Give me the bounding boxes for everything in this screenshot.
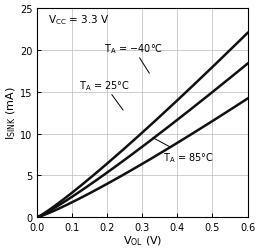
- Y-axis label: I$_\mathrm{SINK}$ (mA): I$_\mathrm{SINK}$ (mA): [5, 86, 18, 140]
- Text: T$_\mathrm{A}$ = −40°C: T$_\mathrm{A}$ = −40°C: [104, 42, 163, 74]
- Text: T$_\mathrm{A}$ = 85°C: T$_\mathrm{A}$ = 85°C: [153, 138, 214, 164]
- X-axis label: V$_\mathrm{OL}$ (V): V$_\mathrm{OL}$ (V): [123, 234, 162, 247]
- Text: T$_\mathrm{A}$ = 25°C: T$_\mathrm{A}$ = 25°C: [79, 79, 130, 111]
- Text: V$_\mathrm{CC}$ = 3.3 V: V$_\mathrm{CC}$ = 3.3 V: [48, 13, 109, 27]
